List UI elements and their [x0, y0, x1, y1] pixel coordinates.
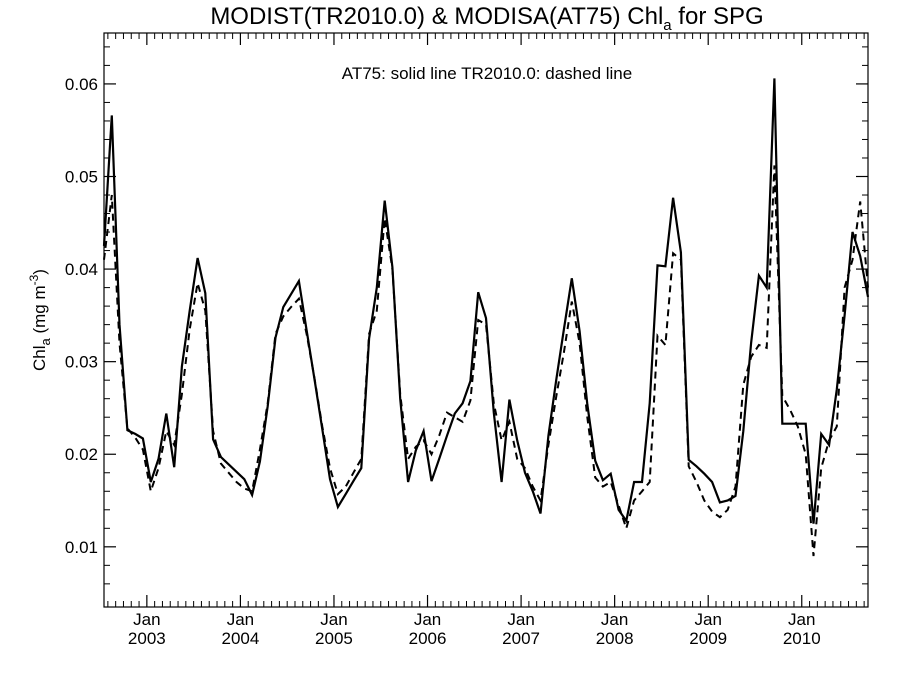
- x-tick-label-year: 2007: [502, 629, 540, 648]
- x-tick-label-year: 2003: [128, 629, 166, 648]
- y-axis-label-subscript: a: [38, 337, 53, 345]
- chart-title: MODIST(TR2010.0) & MODISA(AT75) Chla for…: [210, 3, 763, 34]
- x-tick-label-month: Jan: [320, 610, 347, 629]
- chart-title-main: MODIST(TR2010.0) & MODISA(AT75) Chl: [210, 3, 663, 30]
- minor-tick-marks: [104, 33, 868, 607]
- y-axis-label: Chla (mg m-3): [27, 269, 53, 371]
- y-tick-label: 0.03: [65, 353, 98, 372]
- x-tick-label-year: 2009: [689, 629, 727, 648]
- x-tick-label-month: Jan: [414, 610, 441, 629]
- y-axis-label-superscript: -3: [27, 274, 41, 285]
- y-tick-label: 0.02: [65, 445, 98, 464]
- x-tick-label-month: Jan: [133, 610, 160, 629]
- line-style-annotation: AT75: solid line TR2010.0: dashed line: [342, 64, 632, 83]
- x-axis-ticks: Jan2003Jan2004Jan2005Jan2006Jan2007Jan20…: [128, 33, 821, 648]
- y-tick-label: 0.01: [65, 538, 98, 557]
- y-axis-label-main: Chl: [30, 345, 49, 371]
- y-tick-label: 0.05: [65, 168, 98, 187]
- x-tick-label-year: 2010: [783, 629, 821, 648]
- chart-title-subscript: a: [663, 17, 672, 34]
- x-tick-label-month: Jan: [601, 610, 628, 629]
- series-line-tr2010-0: [103, 165, 869, 557]
- x-tick-label-year: 2004: [221, 629, 259, 648]
- y-axis-ticks: 0.01 0.02 0.03 0.04 0.05 0.06: [65, 75, 868, 557]
- chart-title-tail: for SPG: [672, 3, 764, 30]
- series-lines: [102, 78, 870, 557]
- y-tick-label: 0.04: [65, 260, 98, 279]
- x-tick-label-year: 2008: [596, 629, 634, 648]
- x-tick-label-month: Jan: [227, 610, 254, 629]
- y-axis-label-unit: (mg m: [30, 285, 49, 338]
- x-tick-label-month: Jan: [694, 610, 721, 629]
- series-line-at75: [102, 78, 870, 524]
- x-tick-label-month: Jan: [507, 610, 534, 629]
- x-tick-label-year: 2005: [315, 629, 353, 648]
- x-tick-label-year: 2006: [409, 629, 447, 648]
- y-tick-label: 0.06: [65, 75, 98, 94]
- y-axis-label-close: ): [30, 269, 49, 275]
- x-tick-label-month: Jan: [788, 610, 815, 629]
- plot-frame: [103, 32, 869, 608]
